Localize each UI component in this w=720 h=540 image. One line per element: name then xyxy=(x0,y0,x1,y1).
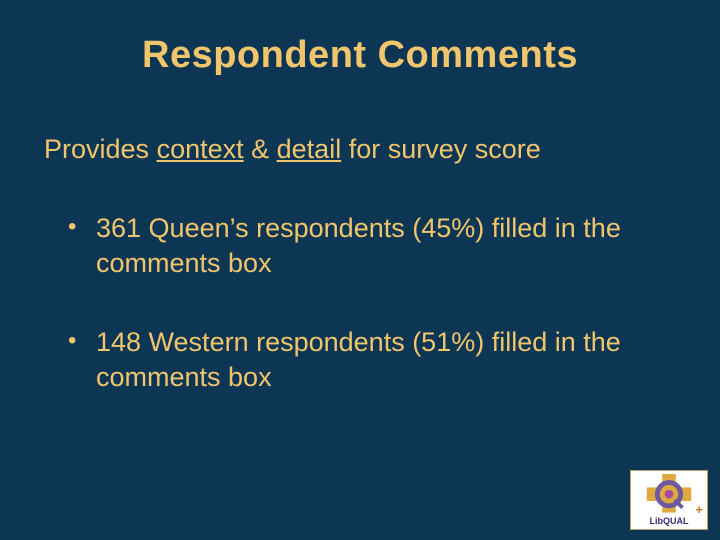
bullet-list: 361 Queen’s respondents (45%) filled in … xyxy=(44,211,676,395)
intro-prefix: Provides xyxy=(44,134,157,164)
intro-line: Provides context & detail for survey sco… xyxy=(44,133,676,167)
intro-mid: & xyxy=(244,134,277,164)
intro-underline-2: detail xyxy=(277,134,342,164)
list-item: 361 Queen’s respondents (45%) filled in … xyxy=(68,211,676,281)
libqual-logo-plus-icon: + xyxy=(695,502,703,517)
libqual-logo-text: LibQUAL xyxy=(631,516,707,526)
list-item: 148 Western respondents (51%) filled in … xyxy=(68,325,676,395)
intro-underline-1: context xyxy=(157,134,244,164)
slide-title: Respondent Comments xyxy=(44,34,676,77)
libqual-logo: LibQUAL + xyxy=(630,470,708,530)
slide: Respondent Comments Provides context & d… xyxy=(0,0,720,540)
intro-suffix: for survey score xyxy=(341,134,541,164)
